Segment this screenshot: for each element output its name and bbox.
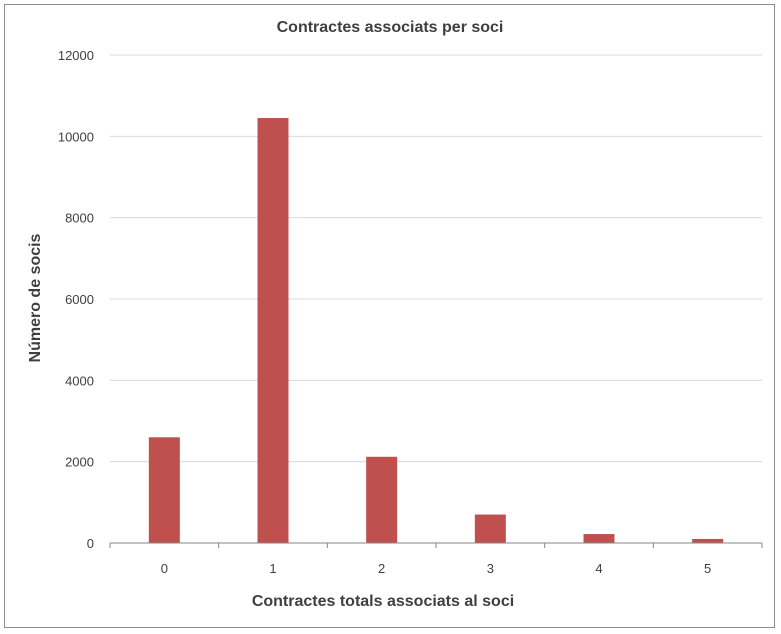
bar-2 xyxy=(366,456,398,543)
gridlines xyxy=(110,54,762,463)
y-tick-labels: 0 2000 4000 6000 8000 10000 12000 xyxy=(58,48,94,551)
x-tick-labels: 0 1 2 3 4 5 xyxy=(161,561,712,576)
y-axis-title: Número de socis xyxy=(27,233,44,362)
x-tick-marks xyxy=(109,543,763,548)
y-tick-label: 4000 xyxy=(65,373,94,388)
x-tick-label: 4 xyxy=(595,561,602,576)
bar-0 xyxy=(148,437,180,543)
bar-5 xyxy=(692,538,724,543)
y-tick-label: 12000 xyxy=(58,48,94,63)
bar-4 xyxy=(583,534,615,543)
y-tick-label: 6000 xyxy=(65,292,94,307)
y-tick-label: 0 xyxy=(87,536,94,551)
chart-title: Contractes associats per soci xyxy=(277,19,504,36)
y-tick-label: 2000 xyxy=(65,455,94,470)
x-axis-title: Contractes totals associats al soci xyxy=(252,593,514,610)
x-tick-label: 5 xyxy=(704,561,711,576)
bars xyxy=(148,118,724,544)
bar-1 xyxy=(257,118,289,544)
y-tick-label: 8000 xyxy=(65,211,94,226)
x-tick-label: 2 xyxy=(378,561,385,576)
x-tick-label: 0 xyxy=(161,561,168,576)
x-tick-label: 1 xyxy=(269,561,276,576)
bar-3 xyxy=(474,514,506,543)
x-tick-label: 3 xyxy=(487,561,494,576)
y-tick-label: 10000 xyxy=(58,129,94,144)
